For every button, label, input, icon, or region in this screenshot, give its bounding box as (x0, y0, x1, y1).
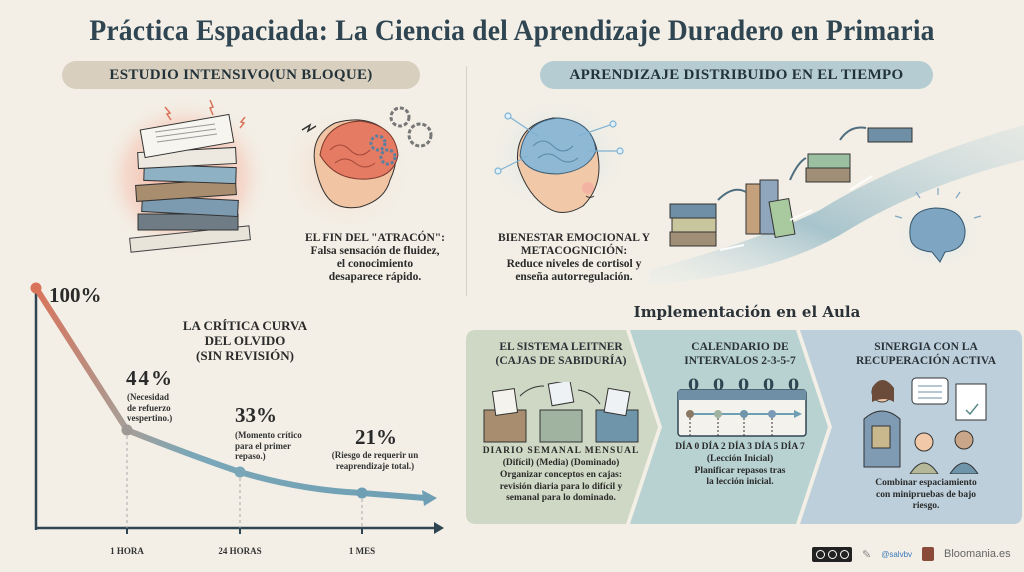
note-line: vespertino.) (127, 413, 173, 423)
heading-line: EL SISTEMA LEITNER (499, 341, 623, 353)
panel-heading: SINERGIA CON LA RECUPERACIÓN ACTIVA (830, 340, 1022, 368)
brand-link[interactable]: Bloomania.es (944, 548, 1011, 560)
panel-active-recall: SINERGIA CON LA RECUPERACIÓN ACTIVA Comb… (830, 330, 1022, 522)
body-line: la lección inicial. (706, 477, 774, 487)
body-line: Planificar repasos tras (694, 465, 786, 476)
body-line: con minipruebas de bajo (875, 489, 977, 500)
note-line: repaso.) (235, 451, 266, 461)
box-sublabels: (Difícil) (Media) (Dominado) (502, 458, 620, 468)
data-point (234, 466, 246, 478)
forgetting-curve-chart (30, 282, 444, 534)
body-line: Organizar conceptos en cajas: (500, 470, 622, 480)
stacked-books-stress-icon (100, 97, 270, 257)
note-line: de refuerzo (127, 402, 171, 413)
cc-icon (815, 549, 825, 559)
body-line: revisión diaria para lo difícil y (499, 481, 623, 492)
footer: ✎ @salvbv Bloomania.es (812, 544, 1011, 564)
section-divider (466, 66, 467, 296)
heading-line: (CAJAS DE SABIDURÍA) (495, 355, 627, 367)
point-note-44: (Necesidad de refuerzo vespertino.) (127, 392, 197, 424)
overloaded-brain-child-icon (290, 105, 433, 225)
svg-text:0: 0 (763, 376, 774, 394)
note-line: para el primer (235, 440, 291, 451)
panel-heading: EL SISTEMA LEITNER (CAJAS DE SABIDURÍA) (466, 340, 656, 368)
x-tick-1-hora: 1 HORA (110, 546, 144, 556)
x-tick-1-mes: 1 MES (348, 546, 376, 556)
caption-heading: METACOGNICIÓN: (520, 245, 628, 257)
note-line: (Riesgo de requerir un (331, 450, 419, 460)
note-line: reaprendizaje total.) (335, 460, 415, 471)
chart-title-line: (SIN REVISIÓN) (196, 348, 294, 363)
caption-heading: BIENESTAR EMOCIONAL Y (497, 232, 651, 244)
heading-line: RECUPERACIÓN ACTIVA (855, 355, 997, 367)
nc-icon (839, 549, 849, 559)
data-point (30, 282, 42, 294)
note-line: (Necesidad (127, 392, 169, 402)
point-label-44: 44% (126, 366, 174, 390)
heading-line: INTERVALOS 2-3-5-7 (684, 355, 796, 367)
day-labels: DÍA 0 DÍA 2 DÍA 3 DÍA 5 DÍA 7 (675, 442, 805, 452)
caption-heading: EL FIN DEL "ATRACÓN": (304, 232, 446, 244)
point-note-33: (Momento crítico para el primer repaso.) (235, 430, 325, 462)
caption-line: Reduce niveles de cortisol y (506, 258, 642, 270)
point-label-33: 33% (235, 403, 277, 427)
massed-study-header: ESTUDIO INTENSIVO(UN BLOQUE) (62, 61, 420, 89)
massed-study-caption: EL FIN DEL "ATRACÓN": Falsa sensación de… (270, 232, 480, 284)
svg-text:0: 0 (738, 376, 749, 394)
chart-title-line: LA CRÍTICA CURVA (182, 318, 308, 333)
chart-title-line: DEL OLVIDO (204, 333, 286, 348)
page-title: Práctica Espaciada: La Ciencia del Apren… (89, 14, 935, 47)
box-labels: DIARIO SEMANAL MENSUAL (482, 446, 640, 456)
heading-line: CALENDARIO DE (691, 341, 789, 353)
calm-brain-child-icon (483, 96, 633, 218)
data-point (356, 487, 368, 499)
spaced-learning-header: APRENDIZAJE DISTRIBUIDO EN EL TIEMPO (540, 61, 933, 89)
body-line: riesgo. (912, 501, 940, 511)
pencil-pen-icon: ✎ (862, 547, 872, 561)
chart-title: LA CRÍTICA CURVA DEL OLVIDO (SIN REVISIÓ… (170, 318, 320, 363)
data-point (121, 424, 133, 436)
caption-line: enseña autorregulación. (515, 271, 633, 283)
point-label-100: 100% (49, 283, 102, 307)
caption-line: Falsa sensación de fluidez, (310, 245, 440, 257)
panel-description: Organizar conceptos en cajas: revisión d… (466, 470, 656, 505)
svg-text:0: 0 (788, 376, 799, 394)
teacher-students-icon (863, 377, 987, 474)
panel-heading: CALENDARIO DE INTERVALOS 2-3-5-7 (650, 340, 830, 368)
note-line: (Momento crítico (235, 430, 302, 440)
author-handle[interactable]: @salvbv (881, 549, 913, 559)
leitner-boxes-icon (483, 382, 639, 443)
body-line: Combinar espaciamiento (875, 478, 977, 488)
caption-line: desaparece rápido. (328, 271, 422, 283)
books-path-icon (650, 125, 1024, 285)
panel-description: Combinar espaciamiento con minipruebas d… (830, 478, 1022, 513)
heading-line: SINERGIA CON LA (874, 341, 978, 353)
svg-text:0: 0 (713, 376, 724, 394)
spaced-learning-caption: BIENESTAR EMOCIONAL Y METACOGNICIÓN: Red… (474, 232, 674, 284)
body-line: (Lección Inicial) (706, 454, 774, 464)
body-line: semanal para lo dominado. (506, 493, 616, 503)
svg-text:0: 0 (688, 376, 699, 394)
panel-description: (Lección Inicial) Planificar repasos tra… (650, 454, 830, 489)
panel-leitner: EL SISTEMA LEITNER (CAJAS DE SABIDURÍA) … (466, 330, 656, 522)
point-label-21: 21% (355, 425, 397, 449)
x-tick-24-horas: 24 HORAS (218, 546, 262, 556)
by-icon (827, 549, 837, 559)
caption-line: el conocimiento (336, 258, 414, 270)
point-note-21: (Riesgo de requerir un reaprendizaje tot… (320, 450, 430, 471)
author-avatar-icon (922, 547, 935, 561)
creative-commons-license-icon[interactable] (812, 546, 852, 562)
implementation-title: Implementación en el Aula (633, 303, 861, 321)
